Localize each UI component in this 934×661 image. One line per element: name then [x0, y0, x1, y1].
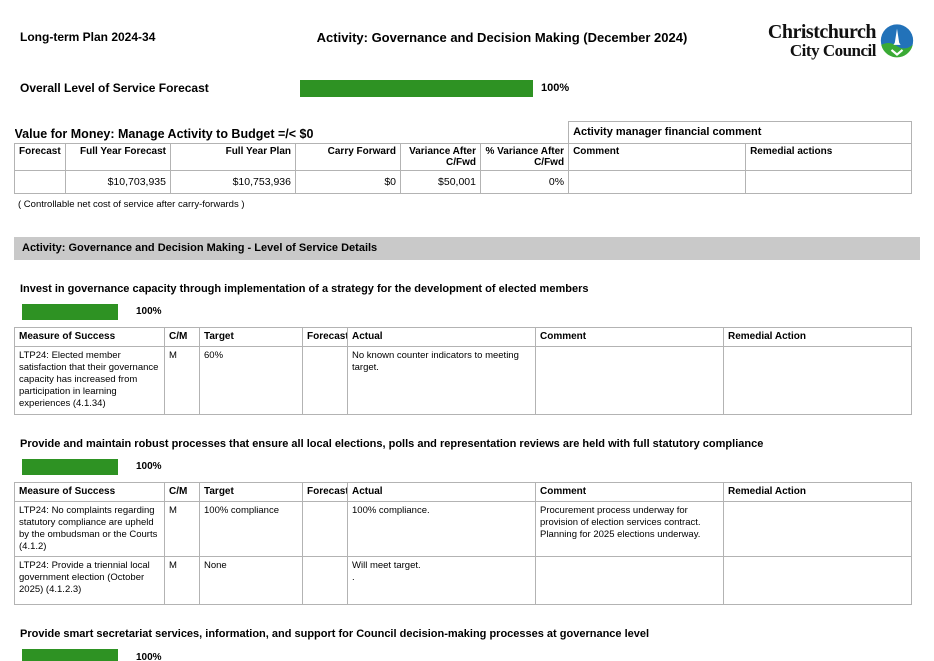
vfm-col-variance-after: Variance After C/Fwd — [400, 142, 481, 171]
actual-cell: 100% compliance. — [347, 500, 536, 558]
target-cell: None — [199, 556, 303, 606]
cathedral-icon — [880, 24, 914, 58]
col-actual: Actual — [347, 481, 536, 502]
col-forecast: Forecast — [302, 326, 348, 347]
section-2-bar-fill — [22, 458, 118, 475]
section-1-bar-row: 100% — [22, 303, 934, 320]
overall-forecast-label: Overall Level of Service Forecast — [20, 81, 209, 96]
logo-line1: Christchurch — [767, 21, 877, 43]
vfm-col-full-year-plan: Full Year Plan — [170, 142, 296, 171]
section-3-percent: 100% — [136, 651, 162, 661]
col-actual: Actual — [347, 326, 536, 347]
cm-cell: M — [164, 345, 200, 415]
section-2-bar-row: 100% — [22, 458, 934, 475]
col-cm: C/M — [164, 481, 200, 502]
vfm-data-row: $10,703,935 $10,753,936 $0 $50,001 0% — [14, 169, 913, 194]
target-cell: 100% compliance — [199, 500, 303, 558]
measure-cell: LTP24: Provide a triennial local governm… — [14, 556, 165, 606]
vfm-col-pct-variance-after: % Variance After C/Fwd — [479, 142, 570, 171]
value-for-money-title: Value for Money: Manage Activity to Budg… — [14, 126, 314, 141]
vfm-col-comment: Comment — [568, 142, 747, 171]
comment-cell: Procurement process underway for provisi… — [535, 500, 724, 558]
col-remedial: Remedial Action — [723, 326, 912, 347]
col-target: Target — [199, 481, 303, 502]
col-measure: Measure of Success — [14, 481, 165, 502]
overall-forecast-row: Overall Level of Service Forecast 100% — [20, 79, 914, 97]
section-3-heading: Provide smart secretariat services, info… — [20, 628, 650, 641]
doc-title: Long-term Plan 2024-34 — [20, 30, 156, 44]
actual-cell: Will meet target. . — [347, 556, 536, 606]
vfm-footnote: ( Controllable net cost of service after… — [18, 198, 245, 210]
vfm-carry-forward-value: $0 — [295, 169, 401, 194]
table-row: LTP24: Provide a triennial local governm… — [14, 556, 912, 606]
comment-cell — [535, 345, 724, 415]
section-3-bar — [22, 649, 118, 661]
forecast-cell — [302, 556, 348, 606]
council-logo-text: Christchurch City Council — [767, 21, 877, 61]
col-cm: C/M — [164, 326, 200, 347]
actual-cell: No known counter indicators to meeting t… — [347, 345, 536, 415]
vfm-full-year-forecast-value: $10,703,935 — [65, 169, 171, 194]
council-logo: Christchurch City Council — [729, 22, 914, 60]
vfm-full-year-plan-value: $10,753,936 — [170, 169, 296, 194]
value-for-money-table: Value for Money: Manage Activity to Budg… — [14, 120, 913, 194]
col-target: Target — [199, 326, 303, 347]
remedial-cell — [723, 556, 912, 606]
col-comment: Comment — [535, 326, 724, 347]
manager-financial-comment-header: Activity manager financial comment — [568, 120, 913, 144]
logo-line2: City Council — [789, 41, 877, 61]
table-header-row: Measure of Success C/M Target Forecast A… — [14, 481, 912, 502]
col-forecast: Forecast — [302, 481, 348, 502]
cm-cell: M — [164, 556, 200, 606]
section-1-percent: 100% — [136, 306, 162, 318]
measure-cell: LTP24: No complaints regarding statutory… — [14, 500, 165, 558]
cm-cell: M — [164, 500, 200, 558]
section-1-table-wrap: Measure of Success C/M Target Forecast A… — [14, 326, 912, 415]
section-1-bar — [22, 303, 118, 320]
forecast-cell — [302, 345, 348, 415]
overall-forecast-bar-fill — [300, 79, 533, 97]
header: Long-term Plan 2024-34 Activity: Governa… — [0, 0, 934, 60]
section-2-percent: 100% — [136, 461, 162, 472]
comment-cell — [535, 556, 724, 606]
table-row: LTP24: No complaints regarding statutory… — [14, 500, 912, 558]
vfm-col-forecast: Forecast — [14, 142, 66, 171]
section-2-table: Measure of Success C/M Target Forecast A… — [14, 481, 912, 606]
section-2-heading: Provide and maintain robust processes th… — [20, 437, 764, 450]
overall-forecast-percent: 100% — [541, 82, 570, 95]
col-remedial: Remedial Action — [723, 481, 912, 502]
vfm-forecast-status-cell — [14, 169, 66, 194]
measure-cell: LTP24: Elected member satisfaction that … — [14, 345, 165, 415]
value-for-money-section: Value for Money: Manage Activity to Budg… — [14, 120, 913, 210]
section-3-bar-row: 100% — [22, 649, 934, 661]
overall-forecast-bar — [300, 79, 533, 97]
section-3-bar-fill — [22, 649, 118, 661]
los-details-banner: Activity: Governance and Decision Making… — [14, 236, 920, 260]
vfm-pct-variance-after-value: 0% — [479, 169, 570, 194]
vfm-remedial-actions-value — [745, 169, 913, 194]
table-row: LTP24: Elected member satisfaction that … — [14, 345, 912, 415]
vfm-col-full-year-forecast: Full Year Forecast — [65, 142, 171, 171]
section-2-bar — [22, 458, 118, 475]
vfm-comment-value — [568, 169, 747, 194]
section-1-bar-fill — [22, 303, 118, 320]
section-1-table: Measure of Success C/M Target Forecast A… — [14, 326, 912, 415]
section-1-heading: Invest in governance capacity through im… — [20, 282, 589, 295]
section-2-table-wrap: Measure of Success C/M Target Forecast A… — [14, 481, 912, 606]
page-title: Activity: Governance and Decision Making… — [316, 30, 688, 45]
col-comment: Comment — [535, 481, 724, 502]
target-cell: 60% — [199, 345, 303, 415]
remedial-cell — [723, 345, 912, 415]
col-measure: Measure of Success — [14, 326, 165, 347]
vfm-col-carry-forward: Carry Forward — [295, 142, 401, 171]
vfm-col-remedial-actions: Remedial actions — [745, 142, 913, 171]
remedial-cell — [723, 500, 912, 558]
vfm-variance-after-value: $50,001 — [400, 169, 481, 194]
table-header-row: Measure of Success C/M Target Forecast A… — [14, 326, 912, 347]
vfm-header-row: Forecast Full Year Forecast Full Year Pl… — [14, 142, 913, 171]
forecast-cell — [302, 500, 348, 558]
